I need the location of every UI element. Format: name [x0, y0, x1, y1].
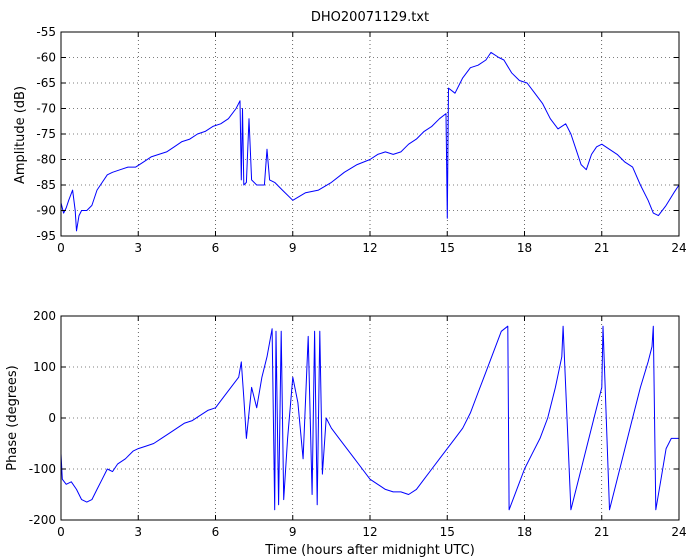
- y-tick-label: -90: [36, 204, 56, 218]
- y-tick-label: -95: [36, 229, 56, 243]
- x-tick-label: 24: [671, 525, 686, 539]
- y-tick-label: 100: [33, 360, 56, 374]
- y-axis-label: Amplitude (dB): [13, 86, 28, 184]
- amplitude-line: [60, 51, 680, 232]
- y-tick-label: -75: [36, 127, 56, 141]
- y-tick-label: 0: [48, 411, 56, 425]
- x-tick-label: 3: [134, 525, 142, 539]
- phase-plot-area: [60, 325, 679, 511]
- x-tick-label: 24: [671, 241, 686, 255]
- amplitude-plot-area: [60, 51, 680, 232]
- y-tick-label: -85: [36, 178, 56, 192]
- y-tick-label: -100: [29, 462, 56, 476]
- phase-ticks: 0 3 6 9 12 15 18 21 24 -200 -100 0 100 200: [29, 309, 687, 539]
- x-tick-label: 21: [594, 525, 609, 539]
- y-tick-label: -60: [36, 51, 56, 65]
- x-tick-label: 21: [594, 241, 609, 255]
- x-tick-label: 18: [517, 241, 532, 255]
- x-tick-label: 3: [134, 241, 142, 255]
- y-tick-label: -80: [36, 153, 56, 167]
- y-tick-label: 200: [33, 309, 56, 323]
- x-tick-label: 12: [362, 525, 377, 539]
- y-tick-label: -55: [36, 25, 56, 39]
- y-tick-label: -65: [36, 76, 56, 90]
- x-axis-label: Time (hours after midnight UTC): [264, 543, 475, 558]
- x-tick-label: 0: [57, 241, 65, 255]
- y-tick-label: -70: [36, 102, 56, 116]
- y-tick-label: -200: [29, 513, 56, 527]
- x-tick-label: 0: [57, 525, 65, 539]
- x-tick-label: 15: [440, 241, 455, 255]
- x-tick-label: 9: [289, 525, 297, 539]
- phase-grid: [61, 316, 679, 520]
- x-tick-label: 18: [517, 525, 532, 539]
- x-tick-label: 6: [212, 241, 220, 255]
- chart-title: DHO20071129.txt: [311, 10, 429, 25]
- x-tick-label: 6: [212, 525, 220, 539]
- x-tick-label: 12: [362, 241, 377, 255]
- phase-line: [60, 325, 679, 511]
- x-tick-label: 15: [440, 525, 455, 539]
- x-tick-label: 9: [289, 241, 297, 255]
- y-axis-label: Phase (degrees): [5, 365, 20, 470]
- amplitude-panel: DHO20071129.txt Amplitude (dB) 0 3 6 9 12 15 1…: [13, 10, 687, 255]
- phase-panel: Time (hours after midnight UTC) Phase (d…: [5, 309, 687, 558]
- amplitude-ticks: 0 3 6 9 12 15 18 21 24 -95 -90 -85 -80 -75 -70 -65 -60 -5…: [36, 25, 686, 255]
